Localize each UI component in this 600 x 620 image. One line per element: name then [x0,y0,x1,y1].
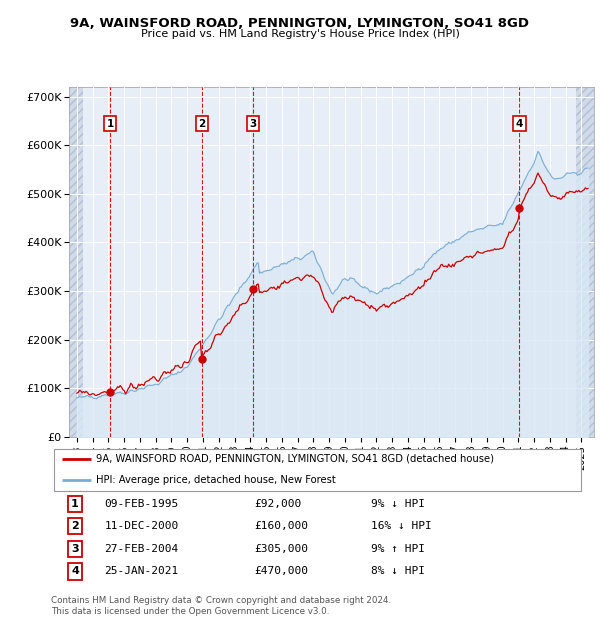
Text: 9% ↑ HPI: 9% ↑ HPI [371,544,425,554]
Text: 4: 4 [71,567,79,577]
Text: 2: 2 [199,118,206,128]
Text: 9A, WAINSFORD ROAD, PENNINGTON, LYMINGTON, SO41 8GD (detached house): 9A, WAINSFORD ROAD, PENNINGTON, LYMINGTO… [97,454,494,464]
Text: 9A, WAINSFORD ROAD, PENNINGTON, LYMINGTON, SO41 8GD: 9A, WAINSFORD ROAD, PENNINGTON, LYMINGTO… [71,17,530,30]
Text: 8% ↓ HPI: 8% ↓ HPI [371,567,425,577]
Text: HPI: Average price, detached house, New Forest: HPI: Average price, detached house, New … [97,476,336,485]
Text: 27-FEB-2004: 27-FEB-2004 [104,544,179,554]
Text: 3: 3 [71,544,79,554]
Bar [576,87,594,437]
Text: 9% ↓ HPI: 9% ↓ HPI [371,498,425,508]
Bar [69,87,83,437]
Text: £92,000: £92,000 [254,498,301,508]
Text: 11-DEC-2000: 11-DEC-2000 [104,521,179,531]
Text: 09-FEB-1995: 09-FEB-1995 [104,498,179,508]
FancyBboxPatch shape [53,449,581,490]
Text: £470,000: £470,000 [254,567,308,577]
Text: 3: 3 [249,118,256,128]
Text: 25-JAN-2021: 25-JAN-2021 [104,567,179,577]
Text: 1: 1 [71,498,79,508]
Text: £305,000: £305,000 [254,544,308,554]
Text: Price paid vs. HM Land Registry's House Price Index (HPI): Price paid vs. HM Land Registry's House … [140,29,460,39]
Text: 16% ↓ HPI: 16% ↓ HPI [371,521,432,531]
Text: £160,000: £160,000 [254,521,308,531]
Text: 4: 4 [516,118,523,128]
Text: Contains HM Land Registry data © Crown copyright and database right 2024.
This d: Contains HM Land Registry data © Crown c… [51,596,391,616]
Text: 1: 1 [107,118,114,128]
Text: 2: 2 [71,521,79,531]
